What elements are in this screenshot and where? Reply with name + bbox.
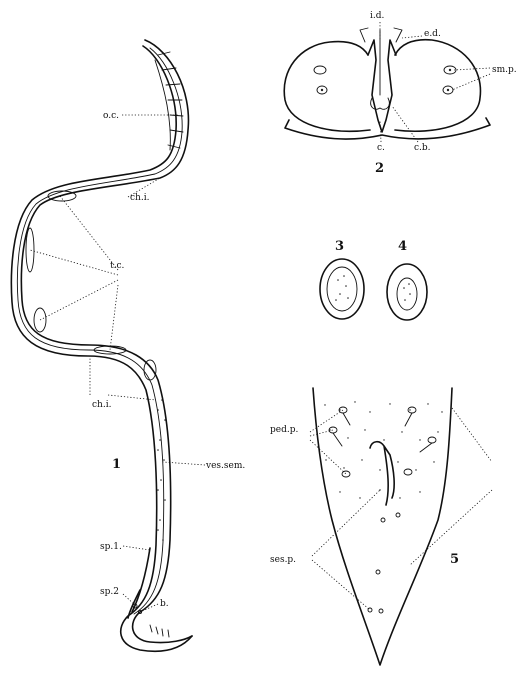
figure-4-egg (386, 263, 428, 321)
worm-intestine (16, 47, 183, 615)
fig2-label-id: i.d. (370, 11, 385, 21)
fig2-label-c: c. (377, 143, 385, 153)
buccal-cavity (367, 39, 397, 133)
figure-3-number: 3 (335, 239, 344, 254)
figure-5-tail (309, 387, 493, 666)
tail-spicules (369, 440, 395, 506)
external-duct-lips (359, 27, 403, 43)
fig1-label-sp1: sp.1. (100, 542, 122, 552)
head-right-lobe (394, 38, 482, 133)
bursa-stipple (324, 401, 443, 499)
tail-outline (312, 387, 453, 666)
fig1-label-b: b. (160, 599, 169, 609)
figure-4-number: 4 (398, 239, 407, 254)
pedunculate-papillae (328, 406, 437, 478)
fig1-label-sp2: sp.2 (100, 587, 119, 597)
figure-1-number: 1 (112, 457, 121, 472)
cuticular-bulb (370, 97, 390, 110)
fig1-label-chi-upper: ch.i. (130, 193, 150, 203)
worm-body-wall-outer (20, 39, 193, 644)
figure-5-number: 5 (450, 552, 459, 567)
vesicula-seminalis-dots (157, 399, 166, 541)
worm-body-wall-inner (10, 45, 193, 652)
testis-cells (25, 190, 157, 381)
head-base (284, 117, 491, 140)
oesophagus-cells (154, 51, 184, 151)
fig1-label-oc: o.c. (103, 111, 119, 121)
tail-papillae (132, 603, 170, 638)
fig1-label-ves-sem: ves.sem. (205, 461, 245, 471)
sense-papillae (313, 65, 457, 95)
fig5-label-pedp: ped.p. (270, 425, 298, 435)
figure-3-egg (319, 258, 365, 320)
figure-1-worm (10, 39, 206, 652)
fig2-label-smp: sm.p. (492, 65, 517, 75)
fig2-label-ed: e.d. (424, 29, 441, 39)
spicule-2 (127, 589, 141, 619)
figure-2-head (283, 22, 491, 143)
figure-2-number: 2 (375, 161, 384, 176)
fig1-label-chi-lower: ch.i. (92, 400, 112, 410)
spicule-1 (131, 547, 151, 613)
fig5-label-sesp: ses.p. (270, 555, 296, 565)
fig2-label-cb: c.b. (414, 143, 431, 153)
head-left-lobe (283, 40, 371, 133)
sessile-papillae (367, 512, 401, 614)
fig1-label-tc: t.c. (110, 261, 125, 271)
